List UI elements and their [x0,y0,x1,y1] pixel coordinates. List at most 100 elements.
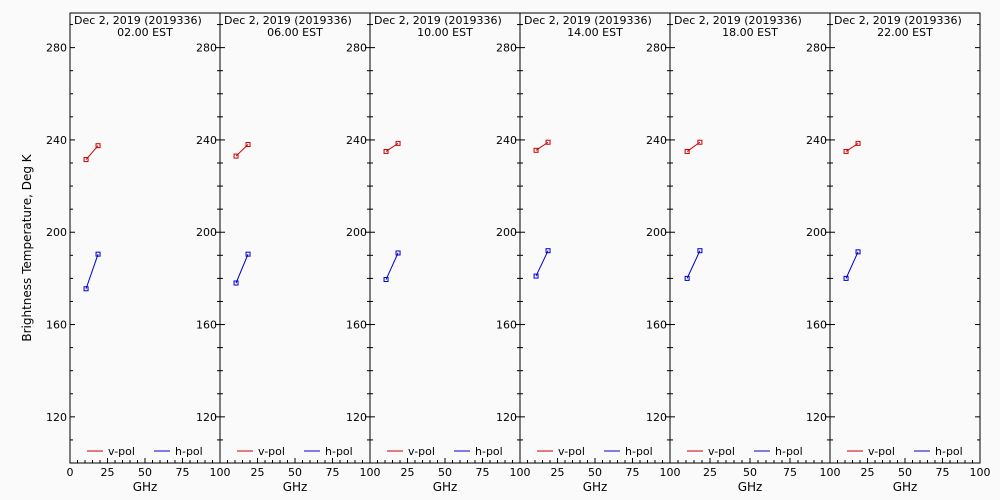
data-point-v-pol [83,157,89,163]
data-point-v-pol [843,148,849,154]
y-tick-label: 280 [806,42,827,55]
x-tick-label: 75 [936,466,950,479]
x-tick-label: 25 [101,466,115,479]
x-tick-label: 50 [743,466,757,479]
panel-6: Dec 2, 2019 (2019336)22.00 EST 120 160 200 2… [806,12,991,494]
x-tick-label: 100 [510,466,531,479]
x-axis-label: GHz [738,480,763,494]
x-axis-label: GHz [133,480,158,494]
legend-label-h-pol: h-pol [475,445,503,458]
y-tick-label: 200 [496,226,517,239]
x-tick-label: 25 [703,466,717,479]
x-tick-label: 50 [138,466,152,479]
y-tick-label: 160 [196,319,217,332]
x-tick-label: 0 [67,466,74,479]
series-line-h-pol [686,250,701,279]
x-tick-label: 100 [360,466,381,479]
data-point-h-pol [383,277,389,283]
legend-label-v-pol: v-pol [408,445,435,458]
panel-title: Dec 2, 2019 (2019336) [224,14,352,27]
x-tick-label: 25 [551,466,565,479]
panel-2: Dec 2, 2019 (2019336)06.00 EST 120 160 200 2… [196,12,381,494]
y-tick-label: 160 [646,319,667,332]
legend-label-h-pol: h-pol [325,445,353,458]
data-point-h-pol [83,286,89,292]
y-tick-label: 160 [46,319,67,332]
y-tick-label: 120 [806,411,827,424]
y-axis-label: Brightness Temperature, Deg K [20,153,34,341]
data-point-v-pol [233,153,239,159]
panel-subtitle: 22.00 EST [877,26,933,39]
x-tick-label: 100 [970,466,991,479]
x-axis-label: GHz [893,480,918,494]
y-tick-label: 120 [646,411,667,424]
panel-subtitle: 06.00 EST [267,26,323,39]
data-point-h-pol [395,250,401,256]
data-point-h-pol [245,251,251,257]
data-point-v-pol [684,148,690,154]
y-tick-label: 240 [806,134,827,147]
y-tick-label: 200 [46,226,67,239]
x-axis-label: GHz [583,480,608,494]
data-point-v-pol [855,140,861,146]
legend-label-h-pol: h-pol [775,445,803,458]
y-tick-label: 160 [346,319,367,332]
legend-label-v-pol: v-pol [868,445,895,458]
data-point-h-pol [697,248,703,254]
y-tick-label: 200 [646,226,667,239]
panel-subtitle: 02.00 EST [117,26,173,39]
y-tick-label: 240 [496,134,517,147]
data-point-h-pol [233,280,239,286]
x-tick-label: 75 [476,466,490,479]
data-point-h-pol [533,273,539,279]
panel-1: Dec 2, 2019 (2019336)02.00 EST 120 160 200 2… [46,12,231,494]
panel-title: Dec 2, 2019 (2019336) [834,14,962,27]
x-tick-label: 50 [438,466,452,479]
y-tick-label: 160 [806,319,827,332]
legend-label-h-pol: h-pol [935,445,963,458]
data-point-v-pol [697,139,703,145]
legend-label-v-pol: v-pol [108,445,135,458]
series-line-h-pol [235,253,249,284]
y-tick-label: 200 [806,226,827,239]
data-point-h-pol [545,248,551,254]
x-tick-label: 25 [401,466,415,479]
y-tick-label: 280 [646,42,667,55]
series-line-h-pol [85,253,99,289]
x-tick-label: 25 [861,466,875,479]
x-tick-label: 50 [588,466,602,479]
x-tick-label: 50 [288,466,302,479]
panel-3: Dec 2, 2019 (2019336)10.00 EST 120 160 200 2… [346,12,531,494]
series-line-h-pol [845,251,859,279]
y-tick-label: 160 [496,319,517,332]
x-tick-label: 75 [176,466,190,479]
series-line-h-pol [535,250,549,277]
data-point-v-pol [395,140,401,146]
legend-label-h-pol: h-pol [175,445,203,458]
y-tick-label: 240 [646,134,667,147]
panel-title: Dec 2, 2019 (2019336) [74,14,202,27]
x-tick-label: 75 [783,466,797,479]
x-tick-label: 75 [326,466,340,479]
y-tick-label: 280 [196,42,217,55]
x-tick-label: 100 [210,466,231,479]
y-tick-label: 200 [346,226,367,239]
panel-subtitle: 14.00 EST [567,26,623,39]
y-tick-label: 200 [196,226,217,239]
x-tick-label: 100 [660,466,681,479]
legend-label-v-pol: v-pol [558,445,585,458]
y-tick-label: 120 [496,411,517,424]
x-tick-label: 50 [898,466,912,479]
y-tick-label: 280 [346,42,367,55]
data-point-v-pol [383,148,389,154]
y-tick-label: 240 [46,134,67,147]
y-tick-label: 120 [346,411,367,424]
data-point-v-pol [245,142,251,148]
x-tick-label: 75 [626,466,640,479]
y-tick-label: 280 [496,42,517,55]
data-point-h-pol [855,249,861,255]
legend-label-v-pol: v-pol [258,445,285,458]
y-tick-label: 280 [46,42,67,55]
panel-subtitle: 10.00 EST [417,26,473,39]
